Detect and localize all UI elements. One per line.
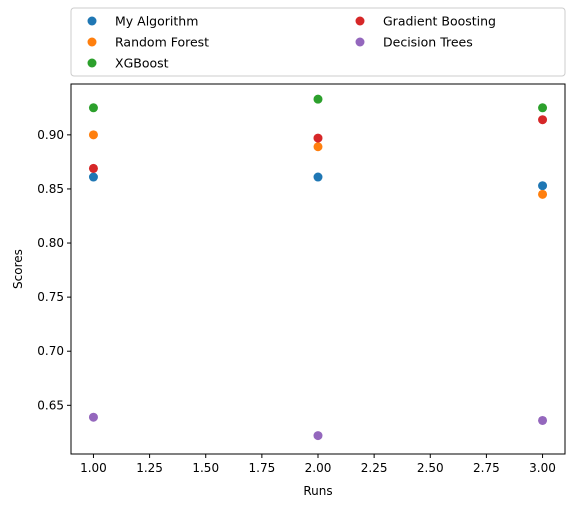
data-point [88, 130, 98, 140]
legend: My Algorithm Random Forest XGBoost Gradient… [70, 7, 566, 77]
legend-item: Decision Trees [355, 35, 473, 50]
x-tick-label: 2.75 [473, 461, 500, 475]
series-my-algorithm [88, 172, 548, 191]
y-tick-label: 0.65 [37, 398, 64, 412]
data-points [88, 94, 548, 441]
series-gradient-boosting [88, 115, 548, 173]
data-point [313, 172, 323, 182]
y-axis-title: Scores [11, 249, 25, 289]
y-tick-label: 0.90 [37, 128, 64, 142]
legend-marker [87, 16, 97, 26]
x-tick-label: 2.25 [361, 461, 388, 475]
data-point [538, 115, 548, 125]
legend-item: Random Forest [87, 35, 209, 50]
series-xgboost [88, 94, 548, 113]
legend-label: Gradient Boosting [383, 14, 496, 29]
data-point [538, 415, 548, 425]
x-tick-label: 1.00 [80, 461, 107, 475]
legend-label: XGBoost [115, 56, 169, 71]
legend-item: XGBoost [87, 56, 169, 71]
legend-marker [87, 37, 97, 47]
x-tick-label: 2.50 [417, 461, 444, 475]
x-tick-label: 3.00 [529, 461, 556, 475]
data-point [88, 103, 98, 113]
data-point [313, 94, 323, 104]
legend-item: Gradient Boosting [355, 14, 496, 29]
x-tick-label: 1.50 [192, 461, 219, 475]
y-tick-label: 0.80 [37, 236, 64, 250]
data-point [313, 133, 323, 143]
x-axis: 1.00 1.25 1.50 1.75 2.00 2.25 2.50 2.75 3.00 [80, 454, 556, 475]
legend-item: My Algorithm [87, 14, 198, 29]
legend-label: Decision Trees [383, 35, 473, 50]
series-decision-trees [88, 412, 548, 441]
y-axis: 0.65 0.70 0.75 0.80 0.85 0.90 [37, 128, 71, 412]
data-point [88, 163, 98, 173]
legend-frame [70, 7, 566, 77]
x-axis-title: Runs [303, 484, 332, 498]
legend-label: Random Forest [115, 35, 209, 50]
legend-marker [355, 16, 365, 26]
legend-marker [87, 58, 97, 68]
x-tick-label: 1.75 [249, 461, 276, 475]
y-tick-label: 0.75 [37, 290, 64, 304]
data-point [538, 189, 548, 199]
data-point [313, 142, 323, 152]
y-tick-label: 0.70 [37, 344, 64, 358]
data-point [538, 103, 548, 113]
y-tick-label: 0.85 [37, 182, 64, 196]
data-point [88, 172, 98, 182]
data-point [538, 181, 548, 191]
x-tick-label: 1.25 [136, 461, 163, 475]
legend-marker [355, 37, 365, 47]
data-point [313, 431, 323, 441]
legend-label: My Algorithm [115, 14, 198, 29]
data-point [88, 412, 98, 422]
series-random-forest [88, 130, 548, 199]
x-tick-label: 2.00 [305, 461, 332, 475]
